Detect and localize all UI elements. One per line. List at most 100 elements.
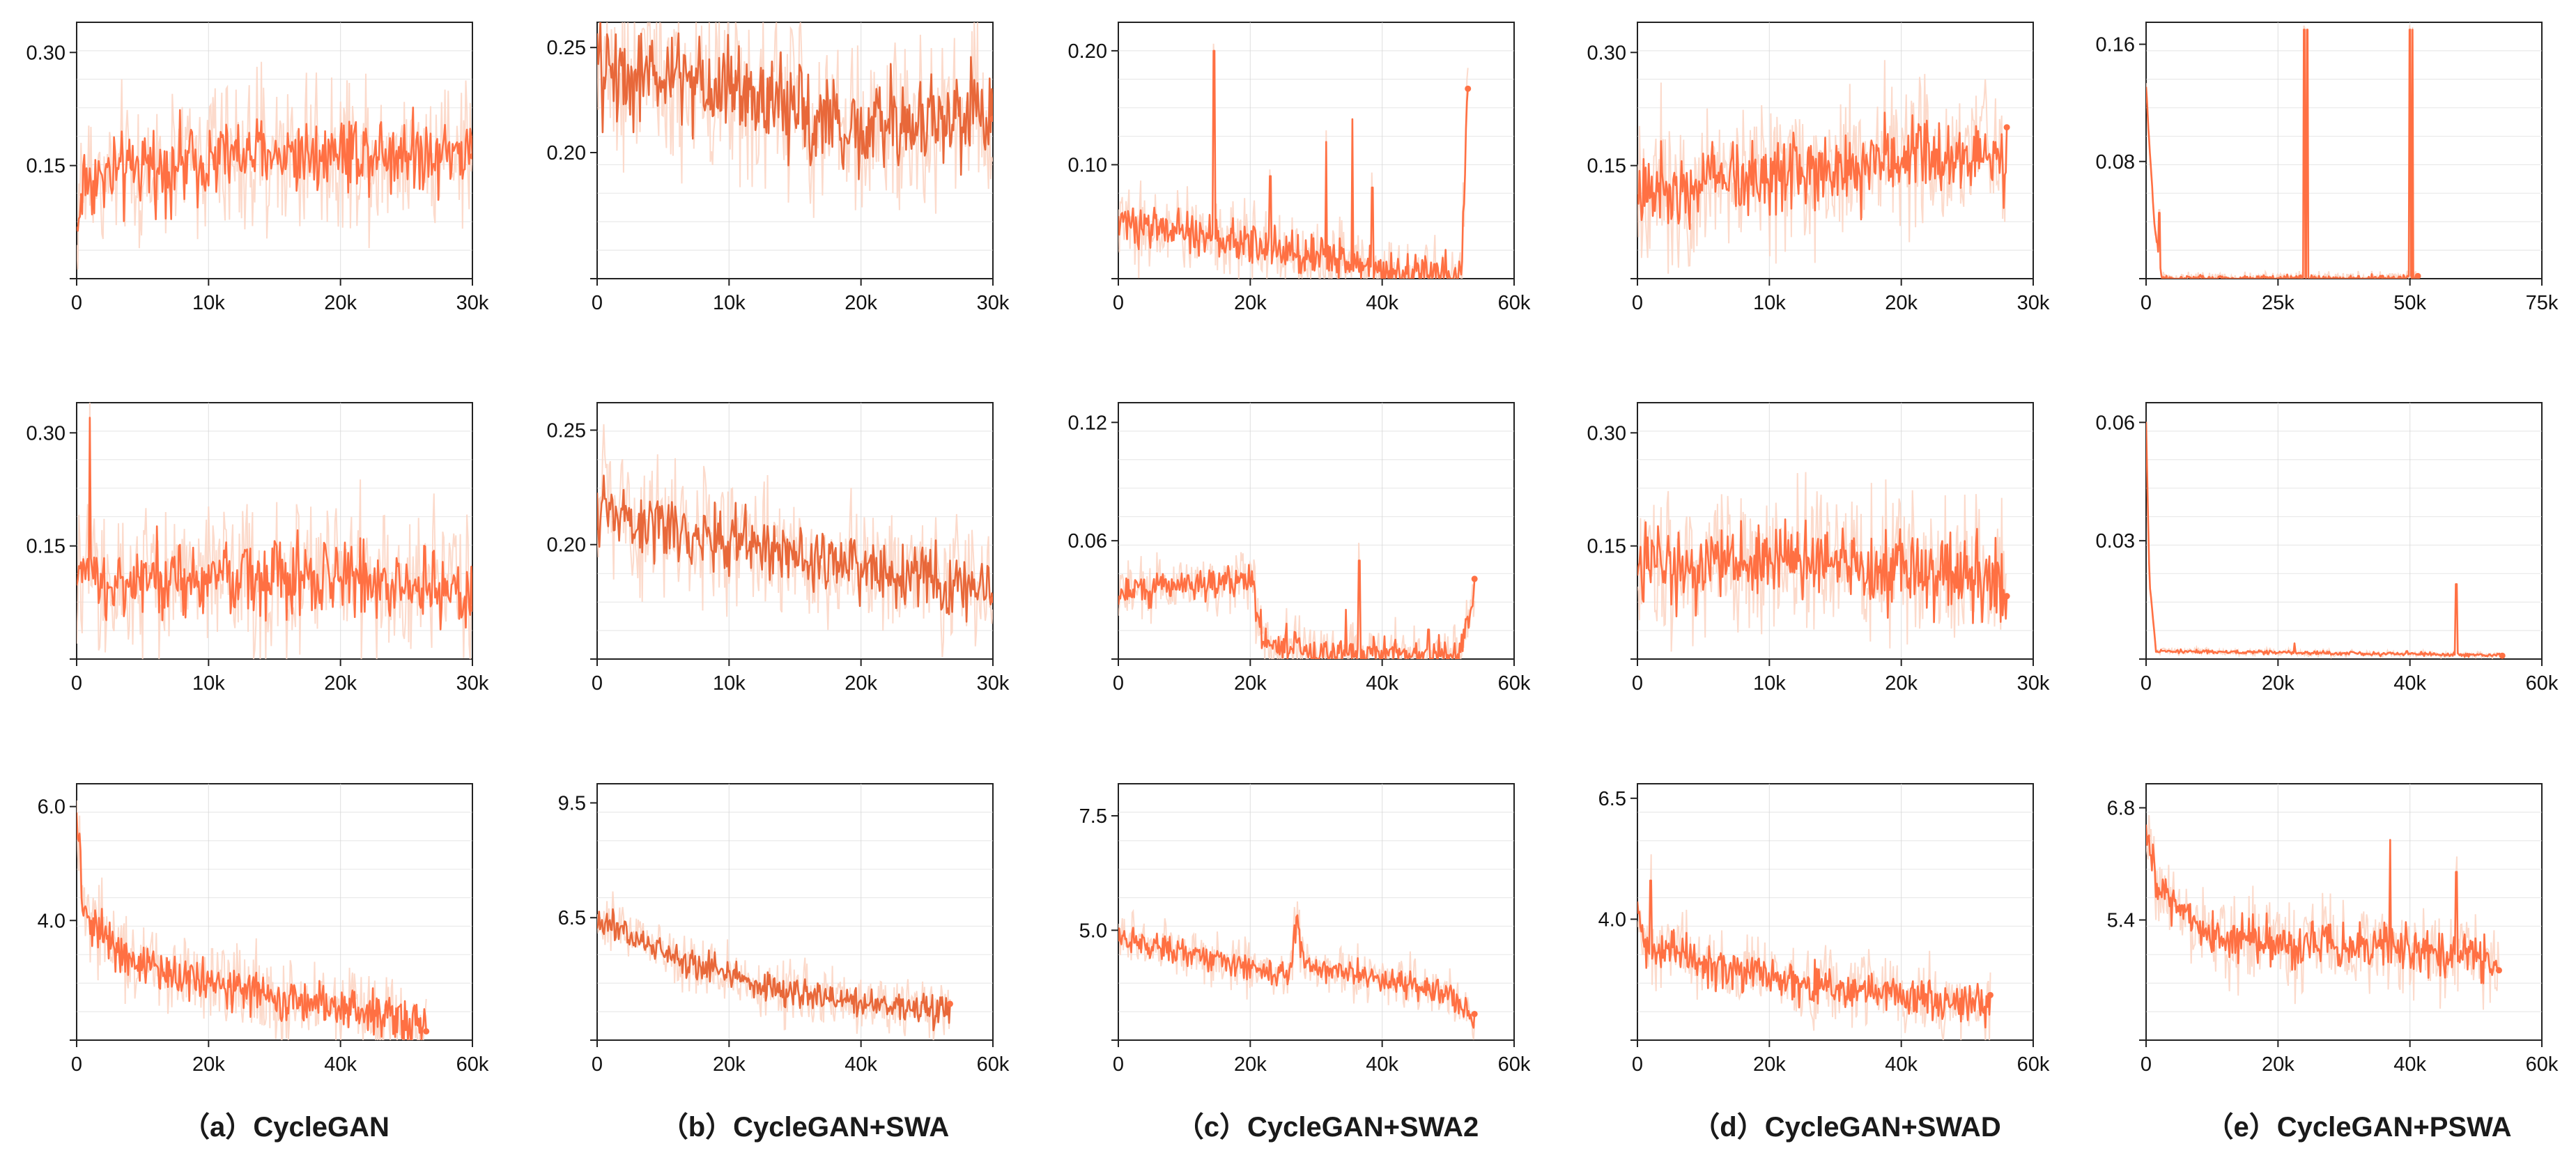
x-tick-label: 30k — [977, 672, 1010, 695]
x-axis: 0 10k 20k 30k — [1630, 278, 2050, 314]
series-end-point — [1471, 575, 1478, 582]
x-tick-label: 40k — [1885, 1053, 1918, 1076]
plot-frame — [596, 783, 994, 1041]
y-axis: 0.20 0.25 — [547, 419, 597, 557]
x-tick-label: 60k — [2526, 672, 2559, 695]
series-smoothed-line — [597, 908, 951, 1032]
y-axis: 4.0 6.5 — [1598, 788, 1637, 931]
x-tick-label: 40k — [1366, 292, 1398, 314]
x-axis: 0 20k 40k 60k — [1111, 1039, 1531, 1076]
x-tick-label: 25k — [2262, 292, 2295, 314]
x-tick-label: 0 — [2141, 672, 2152, 695]
series-a3 — [77, 800, 430, 1040]
x-axis: 0 20k 40k 60k — [1630, 1039, 2050, 1076]
y-tick-label: 0.15 — [26, 536, 65, 558]
series-end-point — [2414, 272, 2421, 279]
y-tick-label: 0.30 — [26, 42, 65, 64]
series-b3 — [597, 891, 953, 1040]
y-tick-label: 0.10 — [1068, 154, 1107, 176]
grid-lines — [2146, 403, 2542, 659]
x-tick-label: 60k — [1498, 672, 1531, 695]
series-e2 — [2146, 421, 2506, 659]
series-raw-line — [1637, 472, 2007, 652]
caption-b: （b）CycleGAN+SWA — [624, 1104, 986, 1145]
x-tick-label: 20k — [192, 1053, 225, 1076]
x-tick-label: 60k — [2526, 1053, 2559, 1076]
series-c1 — [1118, 43, 1472, 279]
y-axis: 5.0 7.5 — [1079, 805, 1118, 942]
y-tick-label: 0.15 — [26, 155, 65, 178]
series-smoothed-line — [77, 417, 472, 630]
caption-d-name: CycleGAN+SWAD — [1764, 1112, 2001, 1143]
caption-e: （e）CycleGAN+PSWA — [2177, 1104, 2540, 1145]
series-raw-line — [77, 800, 427, 1040]
x-tick-label: 0 — [71, 292, 82, 314]
y-axis: 0.06 0.12 — [1068, 412, 1118, 552]
caption-b-prefix: （b） — [660, 1112, 734, 1143]
caption-a: （a）CycleGAN — [105, 1104, 467, 1145]
series-end-point — [989, 596, 993, 603]
subplot-c2: 0 20k 40k 60k 0.06 0.12 — [1068, 402, 1531, 695]
caption-e-prefix: （e） — [2205, 1112, 2277, 1143]
subplot-e1: 0 25k 50k 75k 0.08 0.16 — [2096, 22, 2559, 314]
plot-frame — [1118, 22, 1515, 279]
x-tick-label: 10k — [192, 292, 225, 314]
x-axis: 0 10k 20k 30k — [70, 278, 489, 314]
y-tick-label: 0.25 — [547, 419, 586, 442]
x-axis: 0 20k 40k 60k — [1111, 658, 1531, 695]
series-smoothed-line — [597, 22, 993, 180]
x-tick-label: 20k — [1234, 1053, 1267, 1076]
x-tick-label: 10k — [192, 672, 225, 695]
y-tick-label: 0.30 — [1587, 42, 1626, 64]
x-tick-label: 10k — [1753, 672, 1786, 695]
y-tick-label: 0.06 — [2096, 412, 2135, 434]
grid-lines — [1637, 784, 2033, 1040]
x-axis: 0 10k 20k 30k — [1630, 658, 2050, 695]
x-tick-label: 0 — [71, 1053, 82, 1076]
x-tick-label: 30k — [456, 292, 489, 314]
y-tick-label: 0.20 — [1068, 40, 1107, 63]
y-axis: 0.10 0.20 — [1068, 40, 1118, 176]
y-tick-label: 0.20 — [547, 142, 586, 164]
caption-d-prefix: （d） — [1692, 1112, 1765, 1143]
x-tick-label: 40k — [2393, 672, 2426, 695]
subplot-b2: 0 10k 20k 30k 0.20 0.25 — [547, 402, 1010, 695]
subplot-a3: 0 20k 40k 60k 4.0 6.0 — [38, 783, 489, 1076]
x-tick-label: 0 — [592, 672, 603, 695]
series-d2 — [1637, 472, 2010, 652]
series-c3 — [1118, 901, 1478, 1040]
subplot-b3: 0 20k 40k 60k 6.5 9.5 — [558, 783, 1010, 1076]
plot-frame — [2145, 22, 2543, 279]
subplot-d3: 0 20k 40k 60k 4.0 6.5 — [1598, 783, 2050, 1076]
x-tick-label: 0 — [1113, 292, 1124, 314]
series-raw-line — [597, 22, 993, 218]
y-tick-label: 0.25 — [547, 37, 586, 59]
x-axis: 0 20k 40k 60k — [590, 1039, 1010, 1076]
y-tick-label: 0.08 — [2096, 151, 2135, 173]
y-tick-label: 5.0 — [1079, 920, 1107, 942]
series-end-point — [2499, 652, 2506, 659]
series-smoothed-line — [2146, 29, 2419, 279]
x-axis: 0 20k 40k 60k — [2139, 1039, 2559, 1076]
series-raw-line — [2146, 814, 2500, 1010]
series-b1 — [597, 22, 993, 218]
y-tick-label: 4.0 — [38, 910, 65, 932]
x-tick-label: 0 — [71, 672, 82, 695]
series-smoothed-line — [1118, 559, 1476, 659]
series-smoothed-line — [1118, 49, 1469, 279]
series-smoothed-line — [597, 474, 993, 623]
subplot-d2: 0 10k 20k 30k 0.15 0.30 — [1587, 402, 2050, 695]
series-d3 — [1637, 854, 1993, 1040]
x-tick-label: 10k — [713, 292, 746, 314]
series-end-point — [469, 605, 472, 612]
series-raw-line — [77, 61, 472, 270]
series-end-point — [1471, 1010, 1478, 1017]
y-axis: 0.08 0.16 — [2096, 34, 2146, 173]
x-tick-label: 60k — [456, 1053, 489, 1076]
y-axis: 0.15 0.30 — [26, 422, 77, 558]
x-tick-label: 60k — [1498, 1053, 1531, 1076]
x-tick-label: 30k — [2017, 672, 2050, 695]
series-end-point — [423, 1028, 430, 1035]
subplot-c1: 0 20k 40k 60k 0.10 0.20 — [1068, 22, 1531, 314]
x-axis: 0 20k 40k 60k — [70, 1039, 489, 1076]
